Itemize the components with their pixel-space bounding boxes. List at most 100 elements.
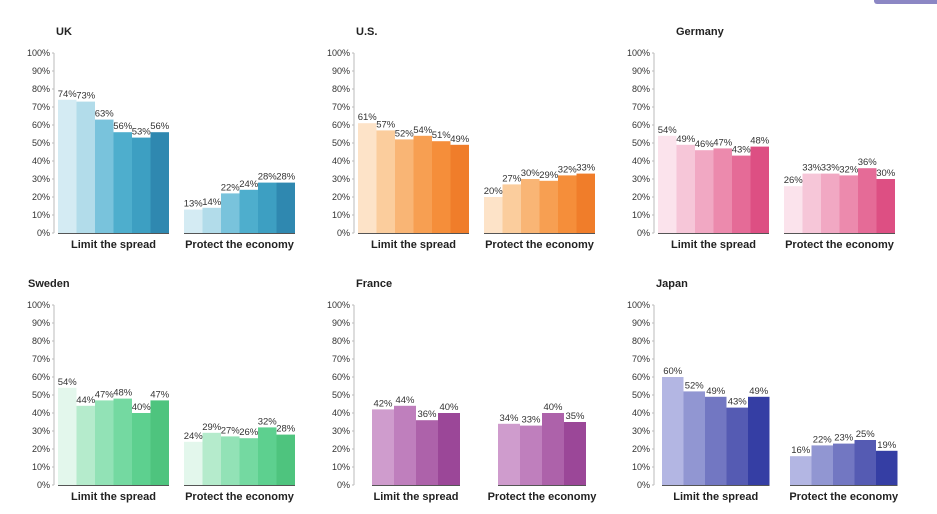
bar (683, 391, 705, 485)
bar (450, 144, 469, 233)
data-label: 49% (450, 134, 470, 145)
y-tick-label: 0% (637, 480, 650, 490)
chart-japan: 0%10%20%30%40%50%60%70%80%90%100%60%52% 4… (627, 300, 899, 503)
data-label: 32% (558, 164, 578, 175)
bar (76, 405, 95, 485)
bar (258, 182, 277, 233)
bar (58, 387, 77, 485)
category-label: Limit the spread (71, 239, 156, 251)
bar (726, 407, 748, 485)
bar (564, 422, 586, 485)
chart-france: 0%10%20%30%40%50%60%70%80%90%100%42% 44%3… (327, 300, 597, 503)
bar (784, 186, 803, 233)
chart-panel-uk: UK 0% 10% 20% 30% 40% 50% 60% 70% 80% 90% 100% 74% 7… (27, 26, 318, 258)
bar (95, 400, 114, 485)
data-label: 22% (221, 182, 241, 193)
y-tick-label: 40% (332, 156, 350, 166)
y-tick-label: 10% (632, 462, 650, 472)
data-label: 48% (113, 388, 133, 399)
y-tick-label: 50% (32, 390, 50, 400)
data-label: 30% (521, 168, 541, 179)
bar (258, 427, 277, 485)
data-label: 26% (784, 175, 804, 186)
y-tick-label: 10% (32, 210, 50, 220)
y-tick-label: 30% (632, 426, 650, 436)
category-label: Protect the economy (485, 239, 595, 251)
bar (576, 173, 595, 233)
bar (839, 175, 858, 233)
y-tick-label: 10% (32, 462, 50, 472)
data-label: 47% (150, 389, 170, 400)
category-label: Limit the spread (374, 491, 459, 503)
y-tick-label: 90% (632, 66, 650, 76)
chart-sweden: 0%10%20%30%40%50%60%70%80%90%100%54%44% 4… (27, 300, 296, 503)
bar (221, 436, 240, 485)
bar (202, 207, 221, 233)
data-label: 27% (502, 173, 522, 184)
y-tick-label: 90% (32, 318, 50, 328)
bar (876, 450, 898, 485)
bar (498, 423, 520, 485)
bar (811, 445, 833, 485)
chart-us: 0%10%20%30%40%50%60%70%80%90%100%61%57%5… (327, 48, 596, 251)
data-label: 57% (376, 119, 396, 130)
y-tick-label: 60% (332, 372, 350, 382)
data-label: 61% (358, 112, 378, 123)
bar (202, 432, 221, 485)
data-label: 28% (276, 172, 296, 183)
data-label: 56% (150, 121, 170, 132)
bar (113, 132, 132, 233)
data-label: 24% (184, 431, 204, 442)
y-tick-label: 40% (632, 156, 650, 166)
chart-title: U.S. (356, 26, 378, 38)
bar (413, 135, 432, 233)
data-label: 44% (395, 395, 415, 406)
y-tick-label: 0% (37, 480, 50, 490)
y-tick-label: 70% (332, 102, 350, 112)
data-label: 52% (685, 380, 705, 391)
chart-title: France (356, 278, 393, 290)
y-tick-label: 20% (32, 444, 50, 454)
y-tick-label: 100% (27, 300, 50, 310)
y-tick-label: 80% (332, 84, 350, 94)
category-label: Limit the spread (673, 491, 758, 503)
y-tick-label: 40% (32, 156, 50, 166)
data-label: 44% (76, 395, 96, 406)
y-tick-label: 40% (632, 408, 650, 418)
bar (432, 141, 451, 233)
data-label: 34% (499, 413, 519, 424)
data-label: 40% (132, 402, 152, 413)
y-tick-label: 10% (632, 210, 650, 220)
data-label: 54% (58, 377, 78, 388)
category-label: Limit the spread (71, 491, 156, 503)
bar (542, 413, 564, 485)
bar (833, 443, 855, 485)
y-tick-label: 20% (632, 444, 650, 454)
y-tick-label: 60% (632, 120, 650, 130)
bar (58, 99, 77, 233)
bar (858, 168, 877, 233)
corner-decoration (874, 0, 937, 4)
y-tick-label: 50% (332, 138, 350, 148)
y-tick-label: 20% (332, 444, 350, 454)
bar (276, 182, 295, 233)
bar (748, 396, 770, 485)
data-label: 60% (663, 366, 683, 377)
bar (802, 173, 821, 233)
y-tick-label: 60% (32, 372, 50, 382)
y-tick-label: 80% (332, 336, 350, 346)
data-label: 28% (258, 172, 278, 183)
data-label: 56% (113, 121, 133, 132)
bar (750, 146, 769, 233)
y-tick-label: 50% (32, 138, 50, 148)
bar (376, 130, 395, 233)
y-tick-label: 50% (332, 390, 350, 400)
data-label: 27% (221, 425, 241, 436)
data-label: 36% (858, 157, 878, 168)
y-tick-label: 100% (627, 48, 650, 58)
data-label: 26% (239, 427, 259, 438)
data-label: 33% (521, 415, 541, 426)
data-label: 33% (821, 163, 841, 174)
y-tick-label: 0% (637, 228, 650, 238)
bar (876, 179, 895, 233)
